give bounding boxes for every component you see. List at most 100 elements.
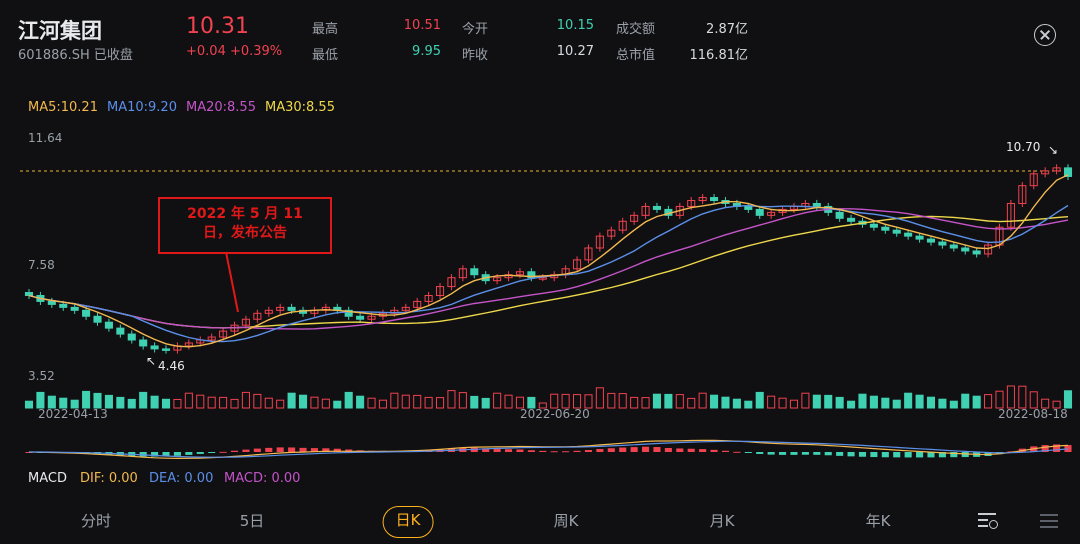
macd-bar [653,447,661,452]
macd-bar [482,448,490,452]
volume-bar [926,396,936,409]
volume-bar [1029,391,1038,409]
date-start: 2022-04-13 [38,407,108,421]
macd-bar [687,448,695,452]
stat-value-high: 10.51 [403,18,441,33]
candle-body [961,247,970,252]
candle-body [527,271,536,279]
candle-body [938,241,947,246]
candle-body [630,214,639,222]
candle-body [698,197,707,202]
volume-bar [356,395,365,409]
macd-bar [162,452,170,457]
date-mid: 2022-06-20 [520,407,590,421]
volume-bar [938,398,947,409]
candle-body [447,277,456,288]
candle-body [59,303,68,308]
menu-icon[interactable] [1040,512,1058,528]
macd-bar [790,452,798,455]
volume-bar [70,399,79,409]
volume-bar [824,394,833,409]
macd-bar [504,449,513,452]
macd-bar [676,448,684,452]
volume-bar [470,395,479,409]
volume-bar [435,397,445,409]
macd-bar [847,452,855,457]
volume-bar [744,400,753,409]
candle-body [1052,167,1061,172]
volume-bar [241,391,250,409]
macd-bar [276,447,284,452]
volume-bar [675,394,684,409]
candle-body [755,208,764,216]
candle-body [710,197,719,202]
macd-bar [230,450,239,452]
volume-bar [1018,385,1027,409]
indicator-settings-icon[interactable] [978,510,998,530]
macd-bar [539,450,547,452]
volume-bar [139,391,148,409]
announcement-annotation: 2022 年 5 月 11 日，发布公告 [159,205,331,243]
volume-bar [961,393,970,409]
candle-body [253,312,262,320]
macd-bar [642,446,650,452]
tab-daily-k[interactable]: 日K [382,506,434,538]
ma20-legend: MA20:8.55 [186,100,256,115]
volume-bar [264,397,273,409]
candle-body [652,205,662,210]
volume-bar [892,399,901,409]
low-arrow-icon: ↖ [146,354,157,368]
macd-bar [322,448,330,452]
macd-bar [870,452,878,458]
volume-bar [344,391,353,409]
volume-bar [196,394,205,409]
candle-body [984,244,993,255]
macd-bar [299,447,307,452]
tab-5day[interactable]: 5日 [239,512,265,530]
volume-bar [721,396,730,409]
volume-bar [972,395,981,409]
candle-body [47,300,56,305]
volume-bar [641,397,650,409]
ma30-legend: MA30:8.55 [265,100,335,115]
macd-bar [699,449,707,452]
volume-bar [390,392,399,409]
low-marker-label: 4.46 [158,359,185,373]
volume-bar [173,398,182,409]
tab-yearly-k[interactable]: 年K [865,512,891,530]
volume-bar [276,399,285,409]
volume-bar [184,392,193,409]
close-icon[interactable] [1034,24,1056,46]
macd-dif: DIF: 0.00 [80,471,138,486]
candle-body [641,205,650,216]
candle-body [435,286,445,296]
macd-bar [824,452,832,456]
volume-bar [230,398,239,409]
candle-body [24,292,34,296]
volume-bar [550,393,559,409]
annotation-line2: 日，发布公告 [203,225,287,241]
volume-bar [698,392,707,409]
volume-bar [664,393,673,409]
volume-bar [869,395,878,409]
macd-bar [310,448,318,452]
stat-label-open: 今开 [462,22,489,37]
tab-weekly-k[interactable]: 周K [553,512,579,530]
stock-change: +0.04 +0.39% [186,44,283,59]
ma5-legend: MA5:10.21 [28,100,98,115]
volume-bar [767,395,776,409]
volume-bar [984,394,993,409]
macd-bar [881,452,889,458]
tab-monthly-k[interactable]: 月K [709,512,735,530]
stat-label-low: 最低 [312,48,339,63]
dea-line [29,440,1069,458]
volume-bar [504,394,513,409]
candle-body [847,217,856,222]
tab-intraday[interactable]: 分时 [80,512,112,530]
volume-bar [493,392,502,409]
volume-bar [219,396,228,409]
candle-body [972,250,981,255]
volume-bar [995,390,1004,409]
candle-body [584,247,593,261]
